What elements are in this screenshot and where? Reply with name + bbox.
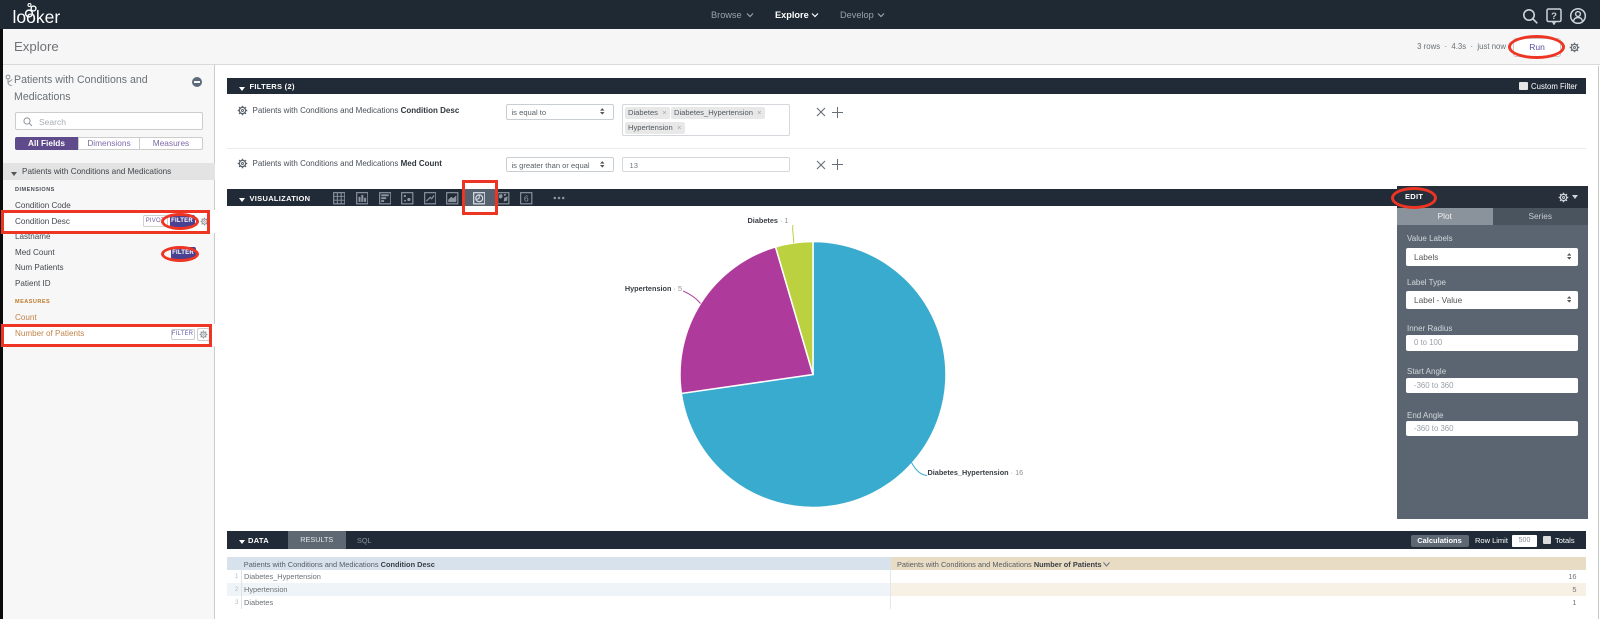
svg-text:?: ? [1551, 11, 1557, 22]
svg-text:6: 6 [524, 194, 529, 204]
